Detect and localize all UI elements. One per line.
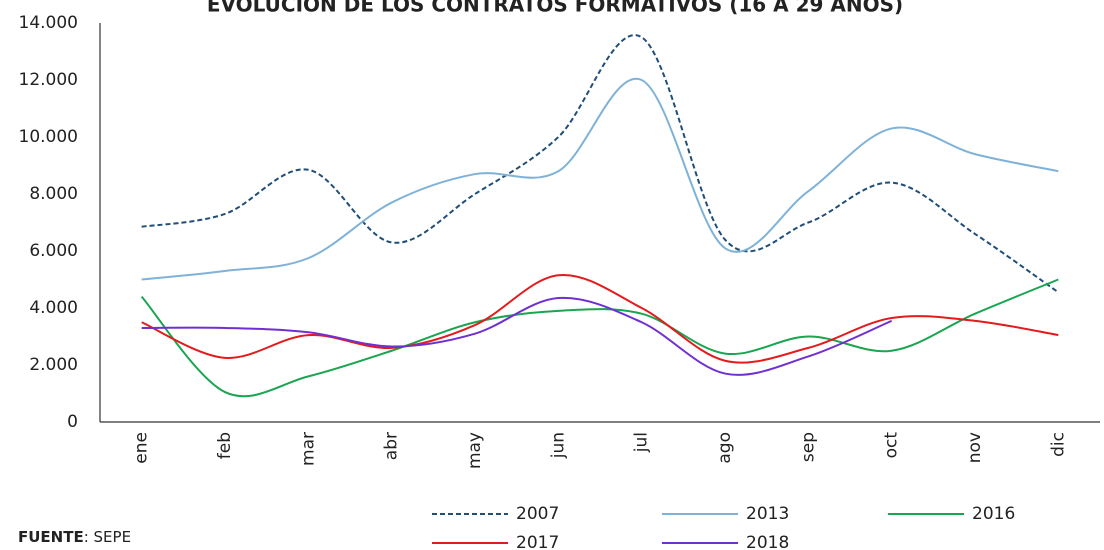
legend-label: 2016 [972, 504, 1015, 524]
legend-label: 2013 [746, 504, 789, 524]
series-line [140, 278, 1059, 398]
x-tick-label: sep [798, 432, 818, 462]
y-tick-label: 0 [67, 412, 78, 432]
chart-title: EVOLUCIÓN DE LOS CONTRATOS FORMATIVOS (1… [207, 0, 903, 17]
y-tick-label: 4.000 [29, 298, 78, 318]
x-tick-label: ago [715, 432, 735, 464]
x-tick-label: ene [132, 432, 152, 464]
series-line [141, 274, 1059, 364]
x-tick-label: jul [632, 432, 652, 453]
y-tick-label: 14.000 [19, 13, 78, 33]
series-line [141, 296, 893, 376]
x-tick-label: oct [882, 432, 902, 459]
x-tick-label: feb [215, 432, 235, 459]
y-tick-label: 10.000 [19, 127, 78, 147]
legend-label: 2007 [516, 504, 559, 524]
y-tick-label: 8.000 [29, 184, 78, 204]
series-line [141, 34, 1059, 294]
legend-label: 2018 [746, 533, 789, 550]
source-text: : SEPE [84, 528, 131, 546]
x-tick-label: nov [965, 432, 985, 463]
source: FUENTE: SEPE [18, 528, 131, 546]
source-label: FUENTE [18, 528, 84, 546]
x-tick-label: jun [548, 432, 568, 459]
y-tick-label: 2.000 [29, 355, 78, 375]
series-line [141, 77, 1059, 281]
legend-label: 2017 [516, 533, 559, 550]
x-tick-label: may [465, 432, 485, 469]
x-tick-label: mar [298, 432, 318, 466]
y-tick-label: 12.000 [19, 70, 78, 90]
x-tick-label: dic [1048, 432, 1068, 457]
y-tick-label: 6.000 [29, 241, 78, 261]
x-tick-label: abr [382, 432, 402, 460]
